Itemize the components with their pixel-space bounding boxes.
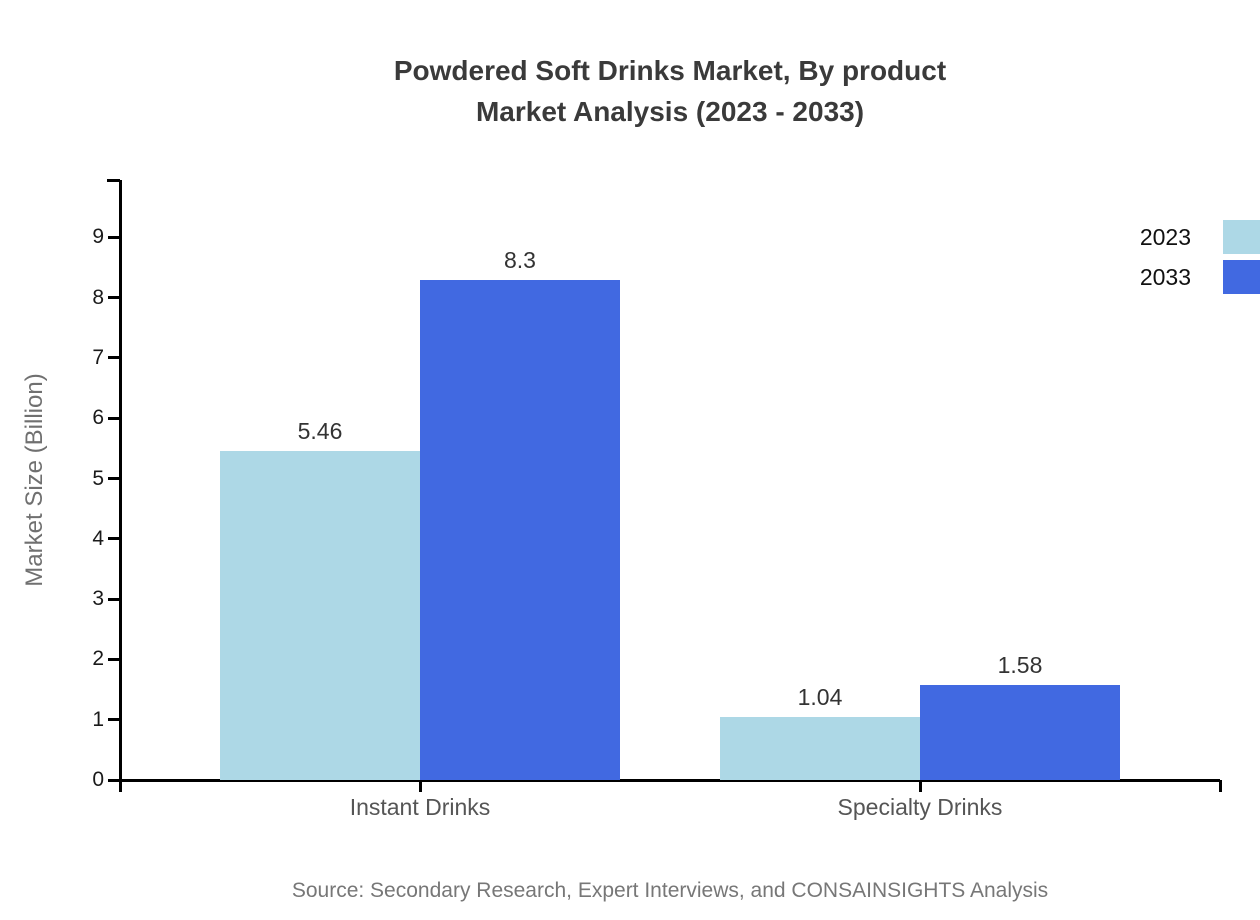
y-tick-label: 5	[92, 466, 104, 490]
y-tick-label: 3	[92, 587, 104, 611]
y-axis-line	[118, 180, 122, 792]
source-note: Source: Secondary Research, Expert Inter…	[291, 879, 1049, 902]
chart-title: Powdered Soft Drinks Market, By product …	[120, 50, 1220, 132]
legend: 2023 2033	[1140, 220, 1260, 300]
y-tick	[108, 477, 120, 480]
y-tick-label: 7	[92, 345, 104, 369]
y-tick	[108, 416, 120, 420]
y-tick-label: 8	[92, 285, 104, 309]
legend-label: 2033	[1139, 263, 1191, 290]
y-tick	[108, 356, 120, 360]
y-tick-label: 6	[92, 406, 104, 430]
y-tick	[108, 718, 120, 722]
y-tick	[108, 235, 120, 239]
bar-2023-specialty-drinks	[720, 717, 920, 780]
legend-swatch	[1223, 220, 1260, 254]
bar-2033-specialty-drinks	[920, 684, 1120, 780]
y-tick	[108, 296, 120, 300]
y-tick	[108, 778, 120, 782]
y-axis-title: Market Size (Billion)	[21, 373, 48, 587]
legend-swatch	[1223, 260, 1260, 294]
value-label: 8.3	[504, 246, 536, 273]
y-tick	[108, 657, 120, 661]
bar-2033-instant-drinks	[420, 279, 620, 780]
x-tick	[418, 780, 422, 792]
legend-item-2023: 2023	[1140, 220, 1260, 254]
legend-label: 2023	[1139, 223, 1191, 250]
value-label: 1.04	[797, 684, 843, 711]
x-tick	[918, 780, 922, 792]
y-tick-label: 2	[92, 647, 104, 671]
x-axis-end-tick	[1218, 780, 1222, 792]
legend-item-2033: 2033	[1140, 260, 1260, 294]
x-axis-line	[108, 778, 1220, 782]
y-axis-top-cap	[107, 178, 120, 182]
bar-2023-instant-drinks	[220, 450, 420, 780]
chart-title-line-2: Market Analysis (2023 - 2033)	[475, 96, 865, 127]
y-tick-label: 0	[92, 768, 104, 791]
category-label: Specialty Drinks	[837, 794, 1003, 820]
category-label: Instant Drinks	[349, 794, 491, 820]
plot-area: 0 1 2 3 4 5 6 7 8 9 Instant Drinks 5.46 8.3 Specialty…	[92, 178, 1222, 820]
y-tick-label: 9	[92, 225, 104, 249]
chart-title-line-1: Powdered Soft Drinks Market, By product	[393, 55, 947, 86]
value-label: 1.58	[997, 651, 1043, 678]
y-tick-label: 4	[92, 526, 104, 550]
y-tick-label: 1	[92, 707, 104, 731]
y-tick	[108, 597, 120, 601]
y-tick	[108, 537, 120, 541]
value-label: 5.46	[297, 417, 343, 444]
